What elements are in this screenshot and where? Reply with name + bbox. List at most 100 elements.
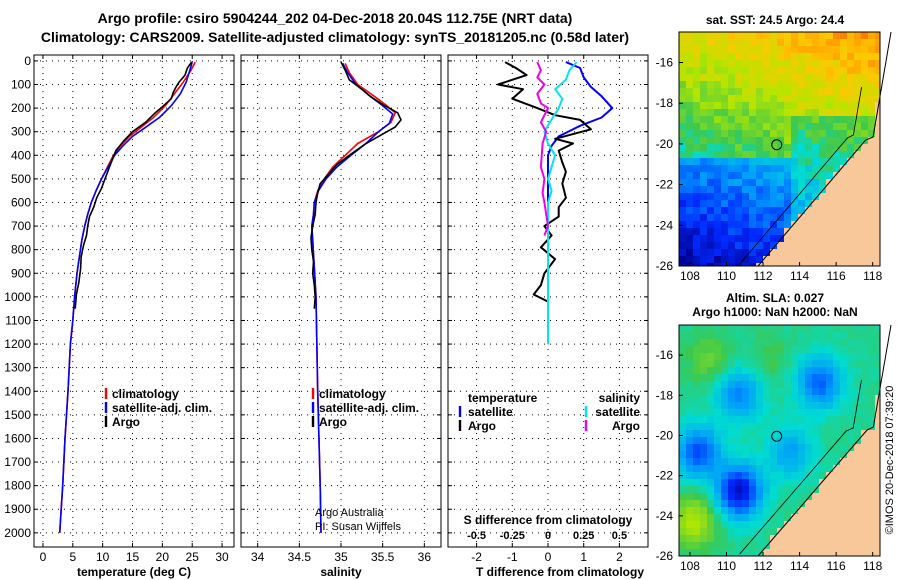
map-title: Argo h1000: NaN h2000: NaN (692, 305, 857, 319)
land-cell (847, 493, 855, 501)
map-y-tick-label: -22 (656, 178, 674, 192)
value-cell (805, 430, 813, 438)
value-cell (707, 542, 715, 550)
value-cell (812, 409, 820, 417)
value-cell (721, 381, 729, 389)
s-difference-tick: 0.5 (612, 530, 627, 542)
value-cell (805, 74, 813, 82)
value-cell (721, 493, 729, 501)
value-cell (784, 409, 792, 417)
land-cell (833, 479, 841, 487)
land-cell (868, 486, 876, 494)
value-cell (707, 193, 715, 201)
value-cell (847, 346, 855, 354)
map-title: sat. SST: 24.5 Argo: 24.4 (706, 13, 845, 27)
value-cell (770, 32, 778, 40)
value-cell (756, 423, 764, 431)
value-cell (707, 500, 715, 508)
value-cell (700, 172, 708, 180)
value-cell (770, 228, 778, 236)
map-x-tick-label: 112 (753, 269, 772, 283)
value-cell (700, 521, 708, 529)
value-cell (686, 479, 694, 487)
value-cell (833, 151, 841, 159)
value-cell (686, 74, 694, 82)
value-cell (819, 430, 827, 438)
value-cell (770, 402, 778, 410)
value-cell (756, 151, 764, 159)
value-cell (721, 402, 729, 410)
value-cell (742, 60, 750, 68)
value-cell (840, 388, 848, 396)
land-cell (854, 465, 862, 473)
land-cell (854, 165, 862, 173)
y-tick-label: 900 (11, 266, 31, 280)
value-cell (777, 339, 785, 347)
land-cell (770, 256, 778, 264)
land-cell (861, 444, 869, 452)
land-cell (847, 242, 855, 250)
value-cell (784, 74, 792, 82)
value-cell (679, 493, 687, 501)
value-cell (749, 500, 757, 508)
value-cell (854, 360, 862, 368)
value-cell (728, 360, 736, 368)
value-cell (791, 507, 799, 515)
land-cell (854, 151, 862, 159)
land-cell (875, 242, 881, 250)
land-cell (875, 165, 881, 173)
value-cell (756, 374, 764, 382)
value-cell (812, 144, 820, 152)
land-cell (861, 479, 869, 487)
value-cell (721, 200, 729, 208)
value-cell (812, 95, 820, 103)
value-cell (714, 186, 722, 194)
value-cell (679, 437, 687, 445)
land-cell (875, 158, 881, 166)
value-cell (770, 507, 778, 515)
value-cell (721, 228, 729, 236)
value-cell (735, 67, 743, 75)
value-cell (791, 102, 799, 110)
value-cell (763, 151, 771, 159)
land-cell (798, 214, 806, 222)
value-cell (679, 549, 687, 557)
value-cell (819, 123, 827, 131)
value-cell (854, 346, 862, 354)
value-cell (805, 409, 813, 417)
value-cell (735, 186, 743, 194)
land-cell (777, 542, 785, 550)
value-cell (728, 151, 736, 159)
value-cell (721, 256, 729, 264)
value-cell (728, 102, 736, 110)
value-cell (826, 151, 834, 159)
value-cell (868, 60, 876, 68)
value-cell (742, 486, 750, 494)
land-cell (833, 486, 841, 494)
value-cell (735, 74, 743, 82)
value-cell (700, 388, 708, 396)
value-cell (693, 151, 701, 159)
value-cell (679, 242, 687, 250)
value-cell (700, 472, 708, 480)
land-cell (847, 458, 855, 466)
value-cell (854, 423, 862, 431)
land-cell (819, 263, 827, 267)
land-cell (875, 102, 881, 110)
value-cell (798, 388, 806, 396)
land-cell (791, 249, 799, 257)
value-cell (693, 32, 701, 40)
value-cell (707, 458, 715, 466)
land-cell (812, 242, 820, 250)
value-cell (777, 374, 785, 382)
land-cell (854, 535, 862, 543)
land-cell (819, 235, 827, 243)
value-cell (700, 32, 708, 40)
value-cell (847, 423, 855, 431)
value-cell (770, 493, 778, 501)
value-cell (735, 81, 743, 89)
land-cell (875, 514, 881, 522)
value-cell (833, 325, 841, 333)
land-cell (812, 235, 820, 243)
y-tick-label: 500 (11, 172, 31, 186)
